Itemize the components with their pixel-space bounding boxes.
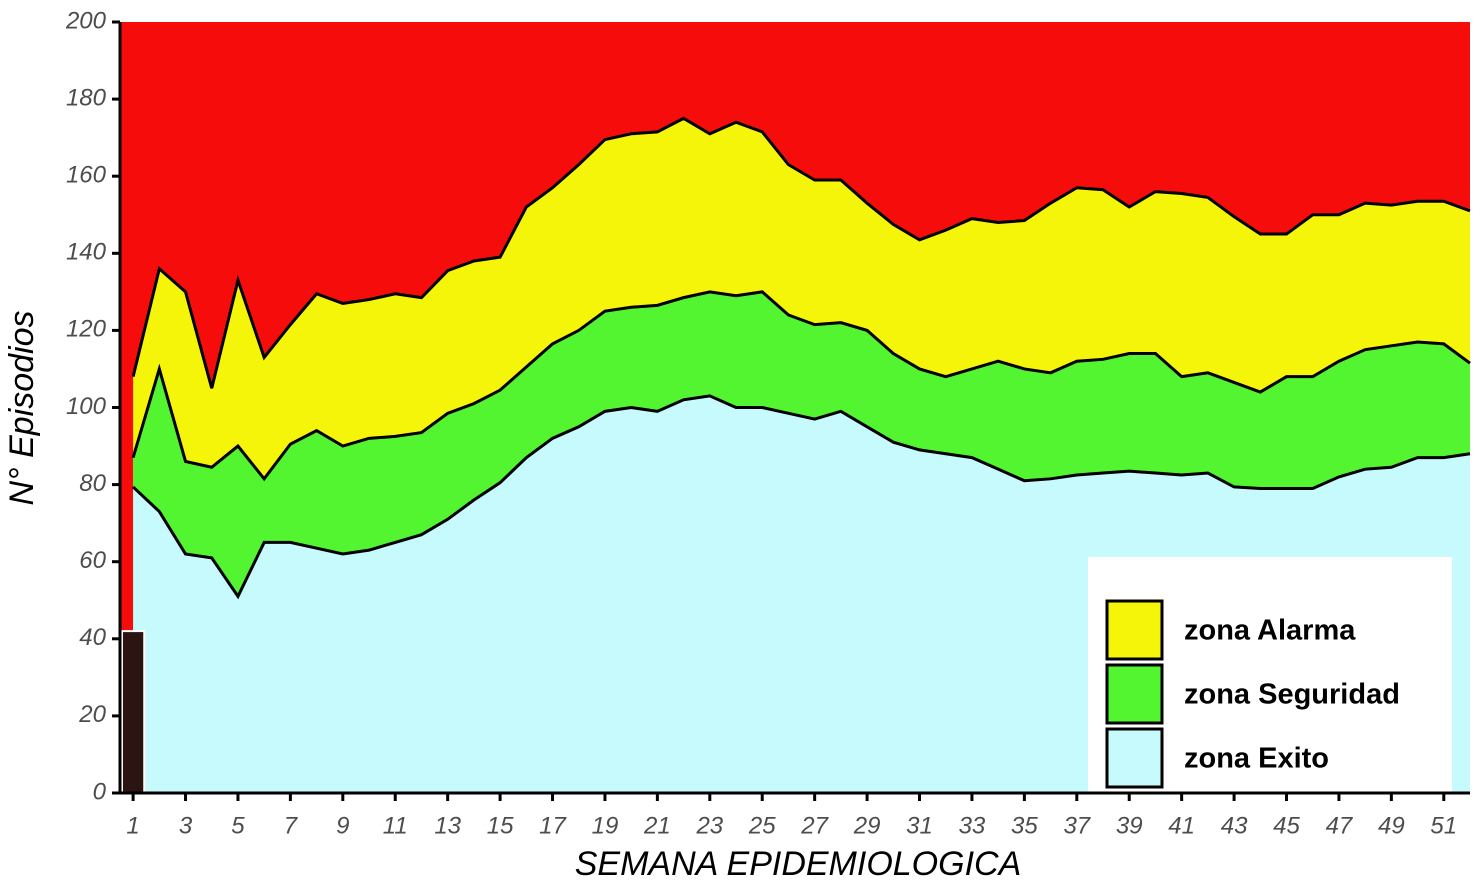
x-tick-label: 5 (231, 812, 245, 839)
x-tick-label: 13 (434, 812, 461, 839)
y-tick-label: 0 (93, 778, 107, 805)
bar (120, 630, 146, 795)
x-tick-label: 37 (1063, 812, 1091, 839)
x-tick-label: 35 (1011, 812, 1038, 839)
x-tick-label: 15 (487, 812, 514, 839)
x-tick-label: 43 (1221, 812, 1248, 839)
x-tick-label: 33 (959, 812, 986, 839)
x-tick-label: 11 (383, 812, 408, 839)
x-tick-label: 27 (800, 812, 829, 839)
y-tick-label: 40 (79, 624, 106, 651)
y-tick-label: 140 (66, 239, 107, 266)
y-tick-label: 60 (79, 547, 106, 574)
x-tick-label: 23 (695, 812, 723, 839)
y-tick-label: 80 (79, 470, 106, 497)
band-line (131, 290, 1471, 482)
y-tick-label: 100 (66, 393, 107, 420)
y-tick-label: 200 (65, 7, 107, 34)
x-tick-label: 21 (643, 812, 671, 839)
x-tick-label: 25 (748, 812, 776, 839)
legend-label: zona Exito (1184, 743, 1329, 775)
x-axis-title: SEMANA EPIDEMIOLOGICA (575, 845, 1022, 883)
x-tick-label: 1 (126, 812, 139, 839)
x-tick-label: 51 (1430, 812, 1457, 839)
x-tick-label: 29 (853, 812, 881, 839)
x-tick-label: 41 (1168, 812, 1195, 839)
x-tick-label: 45 (1273, 812, 1300, 839)
y-axis-title: N° Episodios (3, 310, 41, 505)
y-tick-label: 160 (66, 162, 107, 189)
x-tick-label: 49 (1378, 812, 1405, 839)
y-tick-label: 120 (66, 316, 107, 343)
legend-key (1105, 727, 1164, 789)
x-tick-label: 17 (539, 812, 567, 839)
x-tick-label: 3 (179, 812, 193, 839)
y-tick-label: 20 (78, 701, 106, 728)
band-line (131, 116, 1471, 389)
x-tick-label: 47 (1326, 812, 1354, 839)
x-tick-label: 7 (284, 812, 299, 839)
legend-label: zona Alarma (1184, 615, 1356, 647)
y-tick-label: 180 (66, 84, 107, 111)
x-tick-label: 19 (592, 812, 619, 839)
legend-label: zona Seguridad (1184, 679, 1400, 711)
x-tick-label: 31 (906, 812, 933, 839)
legend-key (1105, 663, 1164, 725)
x-tick-label: 9 (336, 812, 349, 839)
legend-key (1105, 599, 1164, 661)
band-line (132, 394, 1471, 600)
x-tick-label: 39 (1116, 812, 1143, 839)
